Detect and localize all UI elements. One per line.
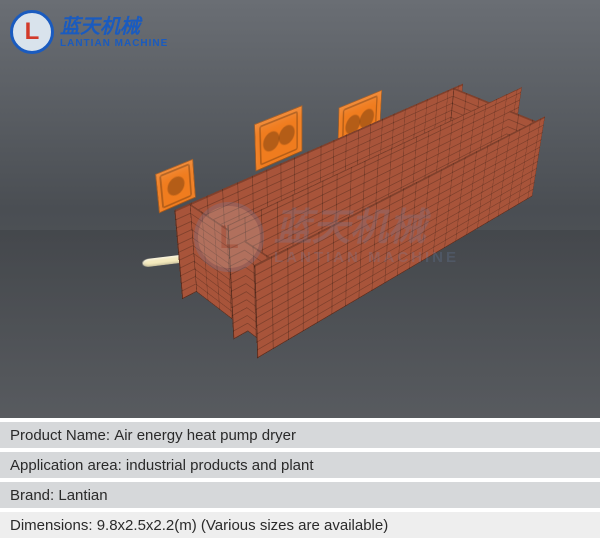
info-row: Product Name: Air energy heat pump dryer — [0, 418, 600, 448]
brand-logo-icon: L — [10, 10, 54, 54]
info-row: Dimensions: 9.8x2.5x2.2(m) (Various size… — [0, 508, 600, 538]
info-label: Application area: — [10, 457, 126, 474]
watermark: L 蓝天机械 LANTIAN MACHINE — [194, 202, 459, 272]
info-label: Brand: — [10, 487, 58, 504]
info-row: Brand: Lantian — [0, 478, 600, 508]
watermark-text: 蓝天机械 LANTIAN MACHINE — [274, 208, 459, 266]
watermark-glyph: L — [219, 219, 239, 256]
watermark-logo-icon: L — [194, 202, 264, 272]
product-info-table: Product Name: Air energy heat pump dryer… — [0, 418, 600, 538]
brand-cn: 蓝天机械 — [60, 16, 168, 38]
brand-glyph: L — [25, 18, 40, 46]
info-label: Dimensions: — [10, 517, 97, 534]
info-value: Air energy heat pump dryer — [114, 427, 296, 444]
info-label: Product Name: — [10, 427, 114, 444]
watermark-en: LANTIAN MACHINE — [274, 250, 459, 267]
brand-logo: L 蓝天机械 LANTIAN MACHINE — [10, 10, 168, 54]
info-row: Application area: industrial products an… — [0, 448, 600, 478]
product-render: L 蓝天机械 LANTIAN MACHINE L 蓝天机械 LANTIAN MA… — [0, 0, 600, 418]
render-scene — [40, 61, 560, 341]
brand-en: LANTIAN MACHINE — [60, 38, 168, 49]
brand-text: 蓝天机械 LANTIAN MACHINE — [60, 16, 168, 49]
info-value: industrial products and plant — [126, 457, 314, 474]
watermark-cn: 蓝天机械 — [274, 208, 459, 250]
info-value: Lantian — [58, 487, 107, 504]
info-value: 9.8x2.5x2.2(m) (Various sizes are availa… — [97, 517, 389, 534]
